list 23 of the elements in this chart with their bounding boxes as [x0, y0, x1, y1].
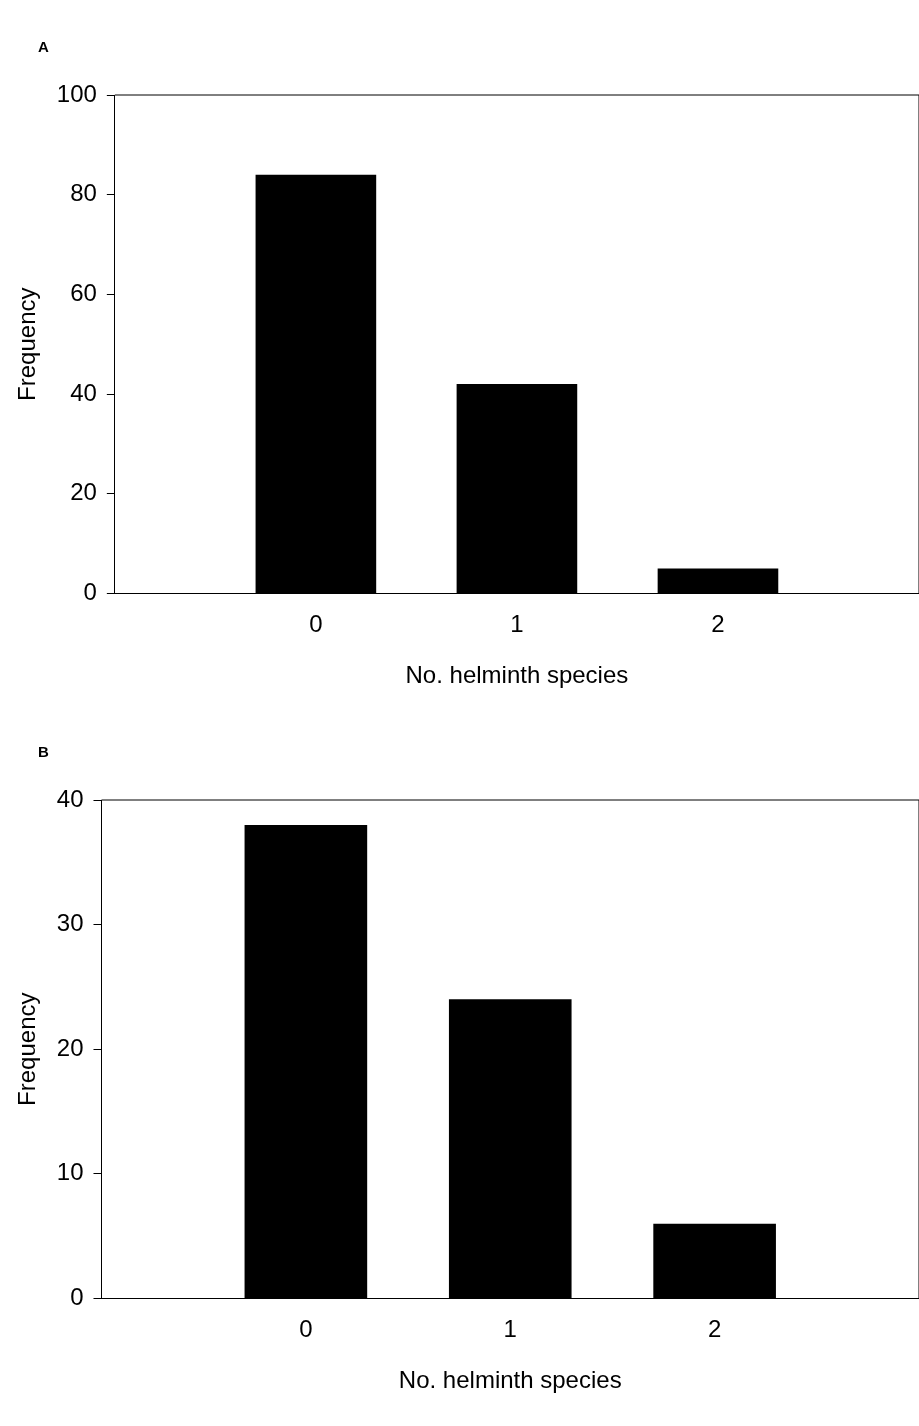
y-tick-label: 100: [56, 79, 97, 107]
x-tick-label: 2: [707, 1315, 722, 1343]
y-tick-label: 0: [70, 1283, 84, 1311]
y-axis-title: Frequency: [13, 992, 41, 1106]
x-tick-label: 1: [510, 610, 524, 638]
y-tick-label: 0: [83, 578, 97, 606]
y-tick-label: 10: [56, 1158, 84, 1186]
y-tick-label: 30: [56, 909, 84, 937]
x-axis-title: No. helminth species: [405, 661, 629, 689]
x-axis-title: No. helminth species: [398, 1366, 622, 1394]
y-tick-label: 40: [70, 378, 97, 406]
chart-title: A: [38, 38, 49, 55]
y-tick-label: 80: [70, 179, 97, 207]
y-tick-label: 60: [70, 278, 97, 306]
x-tick-label: 2: [711, 610, 725, 638]
x-tick-label: 0: [309, 610, 323, 638]
y-tick-label: 20: [70, 478, 97, 506]
y-axis-title: Frequency: [13, 287, 41, 401]
x-tick-label: 0: [299, 1315, 313, 1343]
y-tick-label: 20: [56, 1033, 84, 1061]
y-tick-label: 40: [56, 784, 84, 812]
chart-title: B: [38, 743, 49, 760]
x-tick-label: 1: [503, 1315, 517, 1343]
